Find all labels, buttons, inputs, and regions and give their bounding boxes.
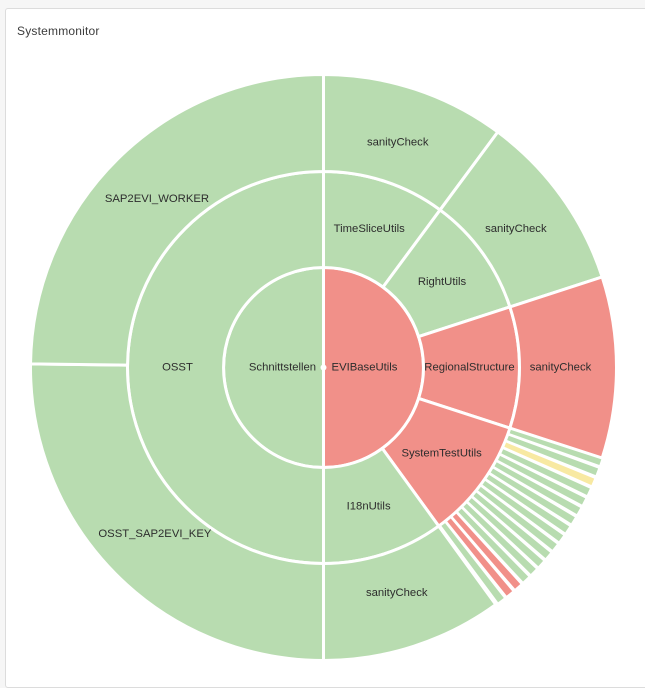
- sunburst-slice-SAP2EVI_WORKER[interactable]: [29, 72, 325, 367]
- center-dot: [320, 364, 327, 371]
- sunburst-slice-OSST_SAP2EVI_KEY[interactable]: [29, 362, 325, 663]
- sunburst-slice-sanityCheck[interactable]: [322, 72, 500, 213]
- sunburst-chart: EVIBaseUtilsSchnittstellenTimeSliceUtils…: [29, 72, 618, 663]
- page-title: Systemmonitor: [17, 24, 100, 38]
- sunburst-slice-SystemTestUtils[interactable]: [380, 396, 512, 529]
- sunburst-slice-sanityCheck[interactable]: [508, 275, 618, 460]
